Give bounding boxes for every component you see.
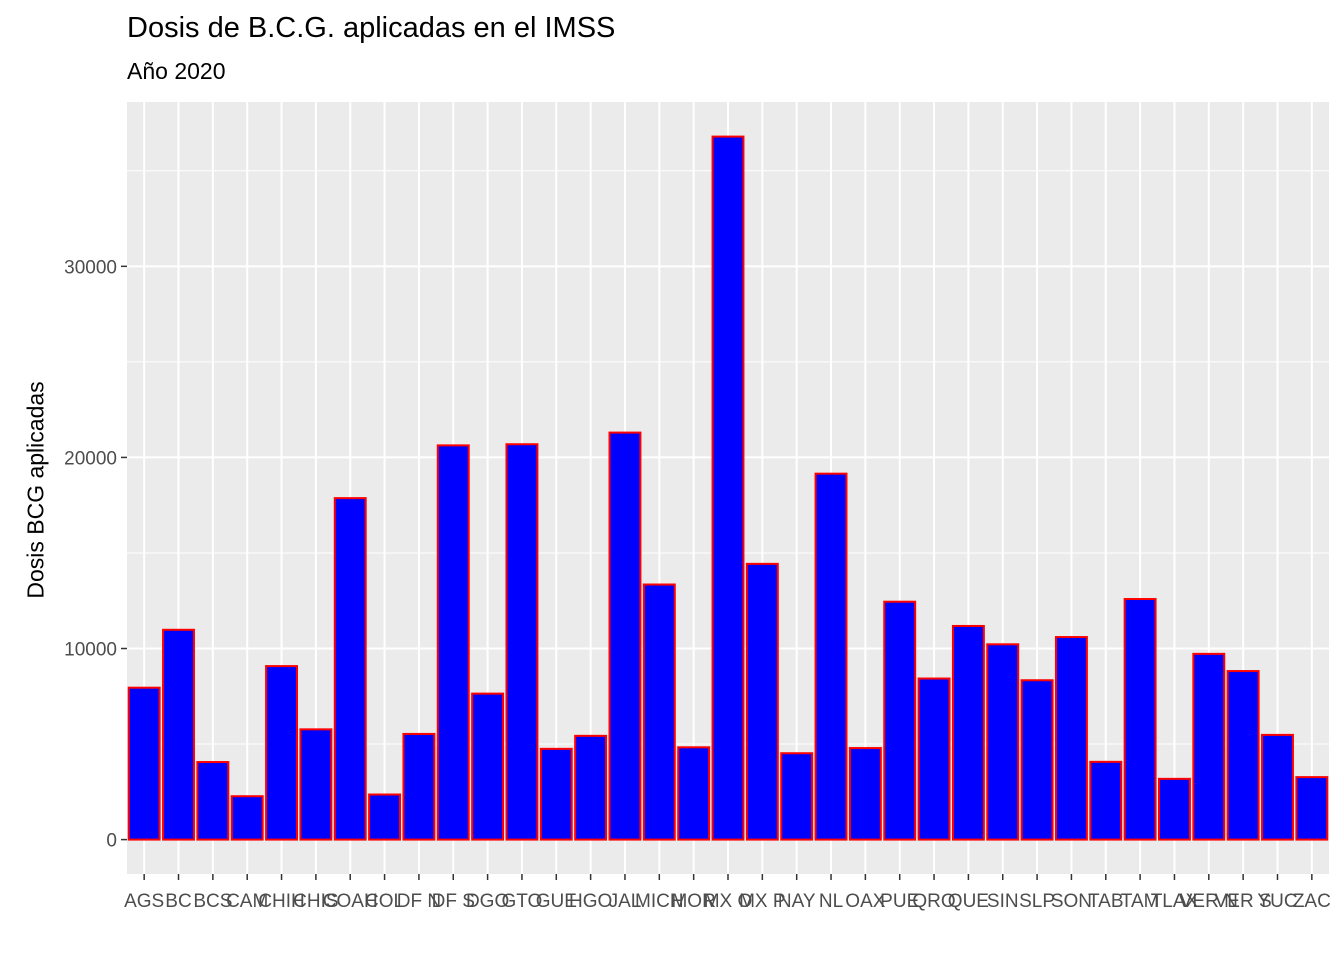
bar-col: [368, 793, 402, 841]
bar-ver-n: [1192, 652, 1226, 841]
bar-sin: [986, 643, 1020, 841]
bar-chih: [265, 665, 298, 841]
x-tick-label: COL: [365, 891, 404, 912]
x-tick-label: BC: [165, 891, 191, 912]
bar-yuc: [1261, 733, 1294, 841]
x-tick-label: TLAX: [1151, 891, 1199, 912]
bar-ags: [127, 686, 161, 841]
bar-mx-p: [745, 562, 779, 841]
x-tick-label: MX P: [739, 891, 785, 912]
x-tick-label: GUE: [536, 891, 577, 912]
y-tick-label: 10000: [64, 640, 117, 661]
x-tick-label: TAM: [1121, 891, 1160, 912]
bar-slp: [1020, 679, 1054, 841]
x-tick-label: NL: [819, 891, 843, 912]
x-tick-label: MICH: [635, 891, 684, 912]
x-tick-label: OAX: [845, 891, 885, 912]
bar-tlax: [1158, 777, 1191, 841]
y-tick-label: 30000: [64, 257, 117, 278]
x-tick-label: MOR: [671, 891, 715, 912]
x-tick-label: PUE: [880, 891, 919, 912]
bar-cam: [230, 795, 264, 841]
x-tick-label: BCS: [193, 891, 232, 912]
x-tick-label: DGO: [466, 891, 509, 912]
bar-qro: [917, 677, 951, 841]
x-tick-label: CHIH: [258, 891, 304, 912]
x-tick-label: TAB: [1088, 891, 1124, 912]
y-axis: 0 10000 20000 30000: [64, 257, 127, 852]
chart-subtitle: Año 2020: [127, 58, 226, 84]
bar-bc: [162, 628, 195, 841]
x-tick-label: SIN: [987, 891, 1019, 912]
bar-mich: [642, 583, 676, 841]
x-tick-label: MX O: [704, 891, 753, 912]
x-tick-label: COAH: [323, 891, 378, 912]
bar-pue: [883, 600, 917, 841]
x-tick-label: SON: [1051, 891, 1092, 912]
bars: [127, 135, 1329, 841]
bar-mor: [677, 746, 711, 841]
x-tick-label: GTO: [502, 891, 543, 912]
bar-nl: [814, 472, 848, 841]
x-tick-label: VER N: [1180, 891, 1238, 912]
bar-bcs: [196, 761, 230, 841]
bar-gue: [539, 747, 573, 841]
y-tick-label: 0: [106, 831, 117, 852]
x-tick-label: QUE: [948, 891, 989, 912]
bar-hgo: [574, 734, 608, 841]
bar-chis: [299, 728, 333, 841]
x-tick-label: ZAC: [1293, 891, 1331, 912]
x-tick-label: CAM: [226, 891, 268, 912]
bar-ver-s: [1226, 670, 1260, 841]
bar-son: [1054, 636, 1088, 841]
x-tick-label: QRO: [912, 891, 955, 912]
x-tick-label: NAY: [778, 891, 816, 912]
bar-jal: [608, 431, 642, 841]
chart-title: Dosis de B.C.G. aplicadas en el IMSS: [127, 12, 616, 44]
x-tick-label: YUC: [1257, 891, 1297, 912]
y-tick-label: 20000: [64, 448, 117, 469]
x-tick-label: SLP: [1019, 891, 1055, 912]
bar-coah: [333, 497, 367, 841]
bar-oax: [848, 747, 882, 841]
bar-df-n: [402, 732, 436, 841]
bar-zac: [1295, 776, 1329, 841]
x-tick-label: VER S: [1215, 891, 1272, 912]
x-tick-label: DF N: [397, 891, 441, 912]
x-tick-label: CHIS: [293, 891, 338, 912]
x-tick-label: AGS: [124, 891, 164, 912]
bar-mx-o: [711, 135, 745, 841]
bar-que: [951, 624, 985, 841]
bar-dgo: [471, 692, 505, 841]
x-tick-label: HGO: [569, 891, 612, 912]
bar-tam: [1123, 598, 1157, 841]
bar-nay: [780, 752, 814, 841]
x-tick-label: DF S: [432, 891, 475, 912]
bar-gto: [505, 443, 539, 841]
x-tick-label: JAL: [609, 891, 642, 912]
bar-df-s: [436, 444, 470, 841]
bar-tab: [1089, 760, 1123, 841]
